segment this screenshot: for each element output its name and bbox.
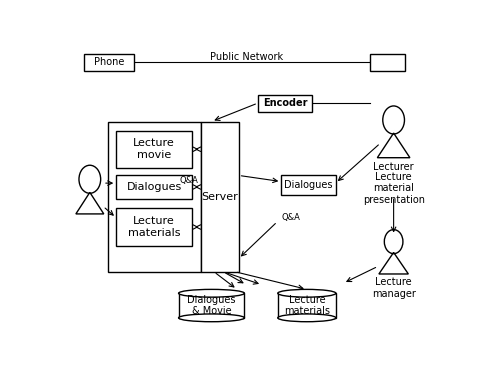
Text: Phone: Phone — [94, 57, 124, 67]
Text: Q&A: Q&A — [180, 176, 199, 185]
Text: Lecturer: Lecturer — [373, 161, 414, 171]
Text: Public Network: Public Network — [210, 52, 283, 62]
Text: Dialogues: Dialogues — [127, 182, 182, 192]
Text: Lecture
movie: Lecture movie — [133, 138, 175, 160]
Text: Q&A: Q&A — [281, 213, 300, 222]
Ellipse shape — [278, 289, 336, 297]
Bar — [116, 175, 192, 198]
Ellipse shape — [179, 314, 244, 322]
Text: Dialogues: Dialogues — [284, 180, 333, 190]
Ellipse shape — [278, 314, 336, 322]
Bar — [84, 54, 134, 71]
Bar — [258, 95, 312, 112]
Bar — [108, 122, 201, 272]
Bar — [116, 131, 192, 168]
Text: Lecture
materials: Lecture materials — [284, 295, 330, 316]
Bar — [116, 208, 192, 246]
Bar — [281, 175, 336, 195]
Bar — [179, 293, 244, 318]
Text: Lecture
materials: Lecture materials — [128, 216, 180, 238]
Text: Server: Server — [201, 191, 239, 201]
Text: Encoder: Encoder — [263, 98, 307, 108]
Text: Lecture
manager: Lecture manager — [372, 277, 415, 299]
Ellipse shape — [179, 289, 244, 297]
Bar — [370, 54, 405, 71]
Bar — [201, 122, 239, 272]
Text: Dialogues
& Movie: Dialogues & Movie — [187, 295, 236, 316]
Text: Lecture
material
presentation: Lecture material presentation — [363, 171, 425, 205]
Bar — [278, 293, 336, 318]
